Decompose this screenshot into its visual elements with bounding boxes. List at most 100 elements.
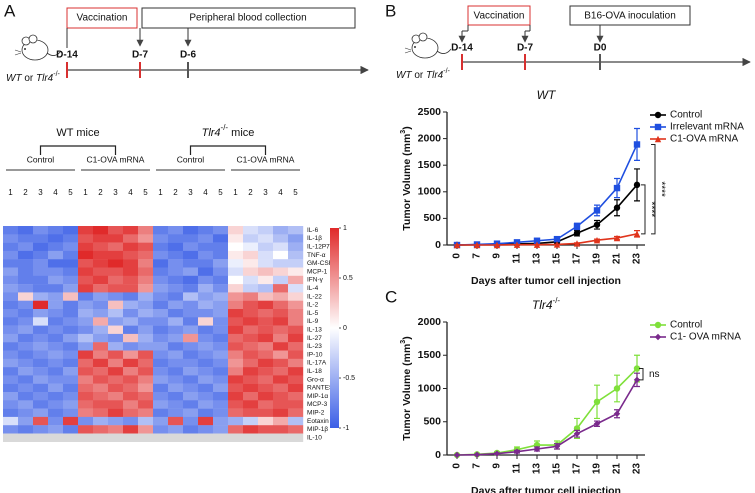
colorbar-tick-label: 0.5	[343, 275, 353, 282]
heatmap-cell	[93, 425, 109, 434]
heatmap-cell	[63, 292, 79, 301]
heatmap-cell	[168, 284, 184, 293]
point	[593, 420, 601, 427]
heatmap-cell	[243, 292, 259, 301]
heatmap-cell	[243, 325, 259, 335]
chart-title-part: WT	[537, 88, 557, 102]
heatmap-cell	[273, 250, 289, 260]
heatmap-cell	[153, 425, 169, 434]
heatmap-cell	[108, 350, 124, 359]
heatmap-cell	[138, 259, 154, 268]
heatmap-cell	[213, 292, 229, 301]
heatmap-cell	[153, 333, 169, 343]
heatmap-cell	[288, 433, 304, 442]
significance-label: ns	[649, 369, 660, 380]
heatmap-cell	[228, 267, 244, 276]
column-label: 1	[158, 188, 163, 197]
significance-bracket	[641, 184, 646, 235]
panel-label: A	[4, 1, 16, 20]
heatmap-cell	[288, 392, 304, 401]
y-tick-label: 1500	[418, 159, 442, 171]
heatmap-cell	[78, 425, 94, 434]
heatmap-cell	[3, 275, 19, 285]
heatmap-cell	[33, 250, 49, 260]
heatmap-cell	[48, 234, 64, 243]
heatmap-cell	[48, 433, 64, 442]
heatmap-cell	[168, 234, 184, 243]
heatmap-cell	[228, 309, 244, 318]
heatmap-cell	[123, 234, 139, 243]
heatmap-cell	[108, 425, 124, 434]
heatmap-cell	[258, 333, 274, 343]
heatmap-cell	[288, 259, 304, 268]
heatmap-cell	[273, 333, 289, 343]
heatmap-cell	[153, 259, 169, 268]
heatmap-cell	[63, 325, 79, 335]
heatmap-cell	[243, 433, 259, 442]
heatmap-cell	[213, 392, 229, 401]
point	[593, 237, 601, 244]
heatmap-cell	[33, 433, 49, 442]
heatmap-cell	[123, 292, 139, 301]
heatmap-cell	[228, 408, 244, 418]
heatmap-cell	[3, 292, 19, 301]
heatmap-cell	[288, 425, 304, 434]
heatmap-cell	[183, 383, 199, 393]
heatmap-cell	[48, 259, 64, 268]
heatmap-cell	[123, 300, 139, 310]
heatmap-cell	[213, 275, 229, 285]
heatmap-cell	[198, 226, 214, 235]
heatmap-cell	[213, 325, 229, 335]
heatmap-cell	[153, 325, 169, 335]
heatmap-cell	[198, 350, 214, 359]
row-label: IL-6	[307, 227, 319, 234]
heatmap-cell	[198, 250, 214, 260]
heatmap-cell	[258, 400, 274, 409]
heatmap-cell	[288, 292, 304, 301]
heatmap-cell	[33, 392, 49, 401]
heatmap-cell	[243, 267, 259, 276]
heatmap-cell	[48, 425, 64, 434]
heatmap-cell	[243, 226, 259, 235]
heatmap-cell	[18, 416, 34, 426]
heatmap-cell	[3, 375, 19, 384]
heatmap-cell	[63, 309, 79, 318]
heatmap-cell	[213, 284, 229, 293]
heatmap-cell	[78, 367, 94, 376]
heatmap-cell	[288, 358, 304, 368]
column-label: 3	[263, 188, 268, 197]
row-label: MIP-2	[307, 409, 325, 416]
heatmap-cell	[3, 408, 19, 418]
heatmap-cell	[48, 400, 64, 409]
heatmap-cell	[138, 425, 154, 434]
heatmap-cell	[258, 350, 274, 359]
heatmap-cell	[18, 300, 34, 310]
heatmap-cell	[123, 375, 139, 384]
heatmap-cell	[78, 383, 94, 393]
heatmap-cell	[153, 250, 169, 260]
row-label: IL-2	[307, 302, 319, 309]
heatmap-cell	[78, 408, 94, 418]
series-line	[456, 144, 638, 246]
heatmap-cell	[198, 416, 214, 426]
point	[613, 385, 621, 392]
heatmap-cell	[258, 259, 274, 268]
heatmap-cell	[18, 333, 34, 343]
heatmap-cell	[243, 309, 259, 318]
heatmap-cell	[123, 325, 139, 335]
heatmap-cell	[33, 267, 49, 276]
heatmap-cell	[213, 400, 229, 409]
heatmap-cell	[198, 300, 214, 310]
heatmap-cell	[93, 358, 109, 368]
heatmap-cell	[183, 408, 199, 418]
heatmap-cell	[18, 309, 34, 318]
heatmap-cell	[273, 292, 289, 301]
heatmap-cell	[258, 342, 274, 351]
heatmap-cell	[18, 425, 34, 434]
y-axis-label-part: Tumor Volume (mm	[401, 344, 413, 441]
heatmap-cell	[78, 284, 94, 293]
heatmap-cell	[123, 392, 139, 401]
x-tick-label: 17	[572, 463, 583, 475]
heatmap-cell	[108, 226, 124, 235]
heatmap-cell	[153, 375, 169, 384]
